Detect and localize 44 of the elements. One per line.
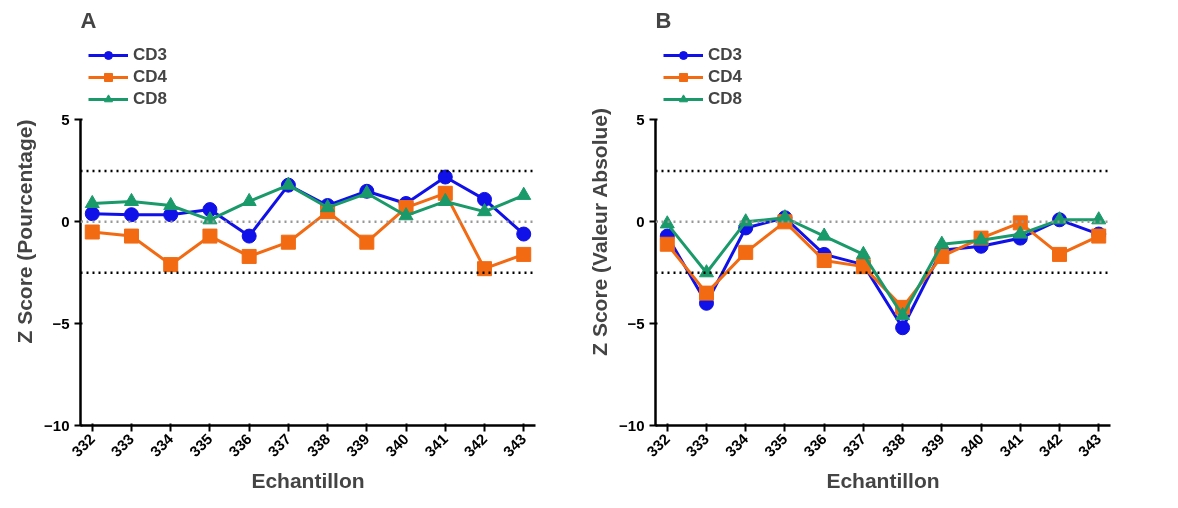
- y-tick-label: −10: [619, 416, 645, 434]
- y-axis-title: Z Score (Valeur Absolue): [588, 107, 612, 356]
- x-tick-label: 332: [643, 430, 673, 460]
- x-tick-label: 336: [800, 430, 830, 460]
- y-tick-label: 0: [61, 212, 70, 230]
- x-tick-label: 338: [303, 430, 334, 460]
- x-tick-label: 333: [682, 430, 713, 460]
- y-tick-label: 5: [61, 110, 70, 128]
- chart-title: B: [655, 7, 672, 33]
- x-tick-label: 335: [760, 430, 791, 460]
- y-tick-label: 5: [636, 110, 645, 128]
- x-tick-label: 340: [957, 430, 987, 460]
- x-tick-label: 339: [342, 430, 373, 460]
- legend-label: CD4: [708, 67, 743, 87]
- x-tick-label: 337: [264, 430, 295, 460]
- y-axis-title: Z Score (Pourcentage): [13, 119, 37, 344]
- x-axis-title: Echantillon: [826, 469, 940, 493]
- legend-label: CD8: [708, 89, 743, 109]
- x-tick-label: 341: [421, 430, 451, 460]
- y-tick-label: −10: [44, 416, 70, 434]
- x-tick-label: 339: [917, 430, 948, 460]
- legend-label: CD3: [708, 45, 743, 65]
- x-tick-label: 338: [878, 430, 909, 460]
- y-tick-label: 0: [636, 212, 645, 230]
- x-tick-label: 336: [225, 430, 255, 460]
- x-tick-label: 337: [839, 430, 870, 460]
- x-tick-label: 342: [460, 430, 491, 460]
- x-tick-label: 343: [1074, 430, 1105, 460]
- legend-label: CD8: [133, 89, 168, 109]
- legend-label: CD3: [133, 45, 168, 65]
- y-tick-label: −5: [52, 314, 70, 332]
- x-tick-label: 333: [107, 430, 138, 460]
- x-tick-label: 340: [382, 430, 412, 460]
- x-tick-label: 332: [68, 430, 98, 460]
- y-tick-label: −5: [627, 314, 645, 332]
- x-axis-title: Echantillon: [251, 469, 365, 493]
- x-tick-label: 341: [996, 430, 1026, 460]
- chart-title: A: [80, 7, 97, 33]
- x-tick-label: 334: [146, 429, 177, 460]
- legend-label: CD4: [133, 67, 168, 87]
- x-tick-label: 335: [185, 430, 216, 460]
- x-tick-label: 343: [499, 430, 530, 460]
- x-tick-label: 334: [721, 429, 752, 460]
- x-tick-label: 342: [1035, 430, 1066, 460]
